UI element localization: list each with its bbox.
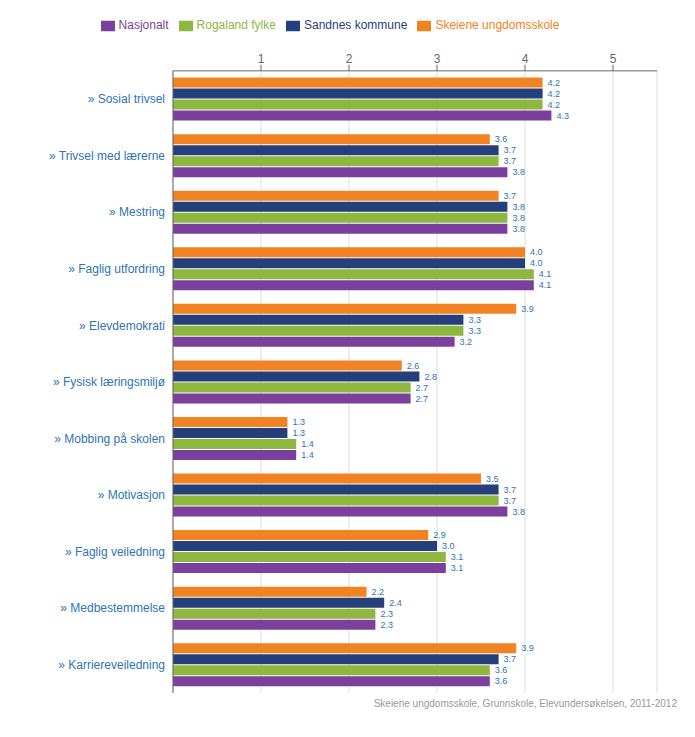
svg-text:3.8: 3.8 xyxy=(512,167,525,177)
html-text:Rogaland fylke: Rogaland fylke xyxy=(196,18,276,32)
svg-text:» Fysisk læringsmiljø: » Fysisk læringsmiljø xyxy=(53,375,166,389)
svg-text:4: 4 xyxy=(522,52,529,66)
svg-text:3.7: 3.7 xyxy=(504,191,517,201)
svg-text:3.7: 3.7 xyxy=(504,496,517,506)
svg-text:4.1: 4.1 xyxy=(539,269,552,279)
svg-text:1.3: 1.3 xyxy=(292,417,305,427)
svg-text:2.7: 2.7 xyxy=(416,394,429,404)
svg-text:3.0: 3.0 xyxy=(442,541,455,551)
svg-text:3.7: 3.7 xyxy=(504,156,517,166)
svg-text:4.1: 4.1 xyxy=(539,280,552,290)
svg-text:» Karriereveiledning: » Karriereveiledning xyxy=(58,658,165,672)
svg-text:1.4: 1.4 xyxy=(301,439,314,449)
svg-text:3.9: 3.9 xyxy=(521,643,534,653)
svg-text:2.3: 2.3 xyxy=(380,609,393,619)
svg-text:3.1: 3.1 xyxy=(451,552,464,562)
svg-text:1: 1 xyxy=(258,52,265,66)
svg-text:1.4: 1.4 xyxy=(301,450,314,460)
svg-text:3.8: 3.8 xyxy=(512,224,525,234)
svg-text:4.0: 4.0 xyxy=(530,247,543,257)
svg-text:3.6: 3.6 xyxy=(495,665,508,675)
svg-text:5: 5 xyxy=(610,52,617,66)
svg-text:» Trivsel med lærerne: » Trivsel med lærerne xyxy=(49,149,165,163)
svg-text:3.5: 3.5 xyxy=(486,474,499,484)
svg-text:3.6: 3.6 xyxy=(495,134,508,144)
svg-text:3.8: 3.8 xyxy=(512,507,525,517)
svg-text:4.2: 4.2 xyxy=(548,78,561,88)
svg-text:3.8: 3.8 xyxy=(512,202,525,212)
svg-text:2: 2 xyxy=(346,52,353,66)
html-text:Nasjonalt: Nasjonalt xyxy=(118,18,169,32)
svg-text:2.8: 2.8 xyxy=(424,372,437,382)
svg-text:1.3: 1.3 xyxy=(292,428,305,438)
svg-text:3.6: 3.6 xyxy=(495,676,508,686)
svg-text:» Motivasjon: » Motivasjon xyxy=(98,488,165,502)
html-text:Sandnes kommune: Sandnes kommune xyxy=(304,18,408,32)
svg-text:3.2: 3.2 xyxy=(460,337,473,347)
svg-text:4.2: 4.2 xyxy=(548,89,561,99)
svg-text:2.4: 2.4 xyxy=(389,598,402,608)
svg-text:» Medbestemmelse: » Medbestemmelse xyxy=(60,601,165,615)
svg-text:» Elevdemokrati: » Elevdemokrati xyxy=(79,319,165,333)
svg-text:» Sosial trivsel: » Sosial trivsel xyxy=(88,92,165,106)
svg-text:2.3: 2.3 xyxy=(380,620,393,630)
svg-text:4.0: 4.0 xyxy=(530,258,543,268)
svg-text:3.7: 3.7 xyxy=(504,145,517,155)
svg-text:3.3: 3.3 xyxy=(468,315,481,325)
svg-text:4.3: 4.3 xyxy=(556,111,569,121)
svg-text:3.8: 3.8 xyxy=(512,213,525,223)
svg-text:3.7: 3.7 xyxy=(504,654,517,664)
svg-text:3.3: 3.3 xyxy=(468,326,481,336)
svg-text:2.2: 2.2 xyxy=(372,587,385,597)
svg-text:3.7: 3.7 xyxy=(504,485,517,495)
svg-text:» Faglig utfordring: » Faglig utfordring xyxy=(68,262,165,276)
svg-text:2.6: 2.6 xyxy=(407,361,420,371)
svg-text:3: 3 xyxy=(434,52,441,66)
svg-text:» Faglig veiledning: » Faglig veiledning xyxy=(65,545,165,559)
svg-text:2.9: 2.9 xyxy=(433,530,446,540)
html-text:Skeiene ungdomsskole, Grunnsko: Skeiene ungdomsskole, Grunnskole, Elevun… xyxy=(373,698,677,709)
svg-text:2.7: 2.7 xyxy=(416,383,429,393)
svg-text:3.9: 3.9 xyxy=(521,304,534,314)
svg-text:» Mestring: » Mestring xyxy=(109,205,165,219)
svg-text:4.2: 4.2 xyxy=(548,100,561,110)
svg-text:3.1: 3.1 xyxy=(451,563,464,573)
svg-text:» Mobbing på skolen: » Mobbing på skolen xyxy=(54,432,165,446)
html-text:Skeiene ungdomsskole: Skeiene ungdomsskole xyxy=(435,18,560,32)
